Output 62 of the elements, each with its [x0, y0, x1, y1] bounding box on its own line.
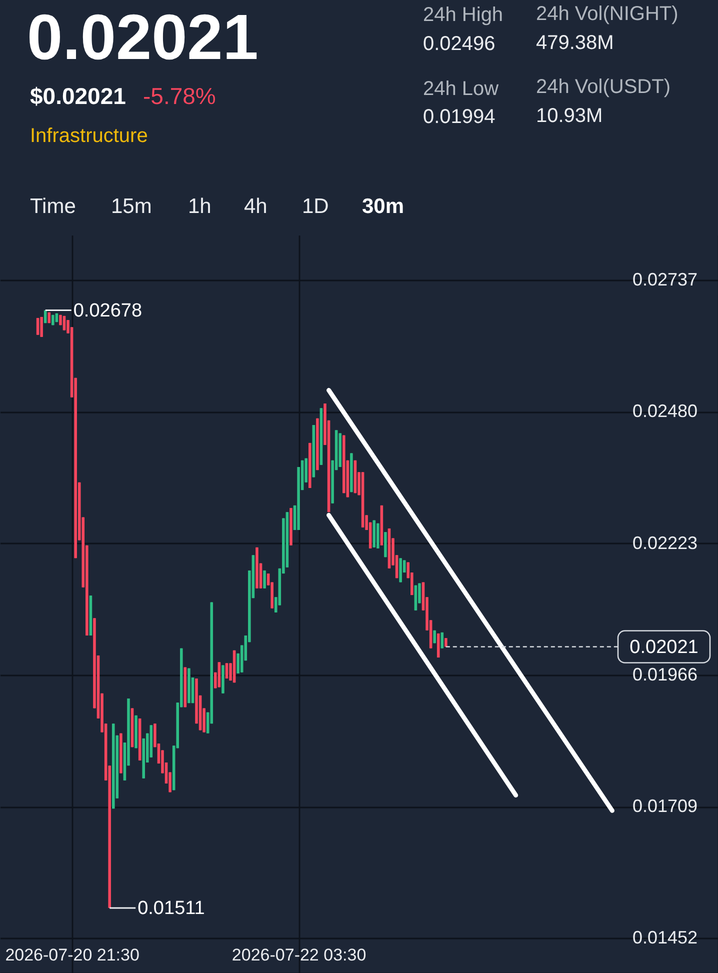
y-tick-label: 0.01452	[632, 928, 698, 948]
x-tick-label: 2026-07-20 21:30	[5, 946, 140, 964]
candlestick	[372, 520, 376, 548]
text: 0.01994	[423, 106, 496, 128]
candlestick	[354, 460, 357, 494]
candlestick	[316, 418, 319, 471]
text: 24h Vol(USDT)	[536, 76, 670, 98]
candlestick	[380, 504, 384, 546]
candlestick	[376, 522, 380, 549]
candlestick	[338, 432, 342, 468]
text: 0.02496	[423, 33, 496, 55]
candlestick	[232, 650, 236, 684]
text: $0.02021	[30, 83, 126, 109]
candlestick	[312, 424, 316, 478]
y-tick-label: 0.02223	[632, 532, 698, 553]
candlestick	[414, 584, 418, 611]
text: 4h	[244, 195, 268, 218]
candlestick	[218, 662, 221, 688]
y-tick-label: 0.02737	[632, 270, 698, 290]
candlestick	[342, 434, 346, 494]
candlestick	[44, 310, 47, 324]
candlestick	[48, 312, 51, 324]
annotation: 0.01511	[138, 898, 205, 919]
candlestick	[142, 738, 145, 779]
text: 30m	[362, 195, 404, 218]
text: 24h Vol(NIGHT)	[536, 3, 678, 25]
candlestick	[130, 708, 134, 748]
candlestick	[112, 723, 115, 810]
y-tick-label: 0.01709	[632, 796, 698, 816]
text: 10.93M	[536, 105, 603, 127]
text: Infrastructure	[30, 125, 148, 147]
candlestick	[89, 595, 92, 636]
candlestick	[308, 442, 312, 489]
x-tick-label: 2026-07-22 03:30	[232, 946, 366, 964]
text: Time	[30, 195, 76, 218]
candlestick	[120, 732, 122, 774]
annotation: 0.02678	[73, 300, 142, 322]
text: 1h	[188, 195, 212, 218]
candlestick	[436, 632, 440, 658]
text: 24h High	[423, 4, 504, 26]
ref-line-label: 0.02021	[630, 636, 698, 658]
candlestick	[440, 632, 444, 649]
candlestick	[399, 558, 402, 583]
candlestick	[62, 315, 66, 331]
candlestick	[52, 314, 54, 326]
candlestick	[361, 472, 364, 528]
candlestick	[320, 408, 323, 466]
candlestick	[138, 718, 142, 762]
y-tick-label: 0.01966	[632, 664, 698, 684]
text: 1D	[302, 195, 329, 218]
y-tick-label: 0.02480	[632, 401, 698, 422]
text: 15m	[111, 195, 152, 218]
candlestick	[36, 317, 40, 336]
text: 24h Low	[423, 78, 500, 100]
candlestick	[184, 666, 187, 708]
candlestick	[40, 316, 43, 338]
candlestick	[225, 662, 228, 680]
text: -5.78%	[143, 83, 216, 109]
candlestick	[433, 630, 436, 644]
text: 0.02021	[27, 1, 258, 73]
text: 479.38M	[536, 32, 614, 54]
candlestick	[388, 528, 391, 569]
